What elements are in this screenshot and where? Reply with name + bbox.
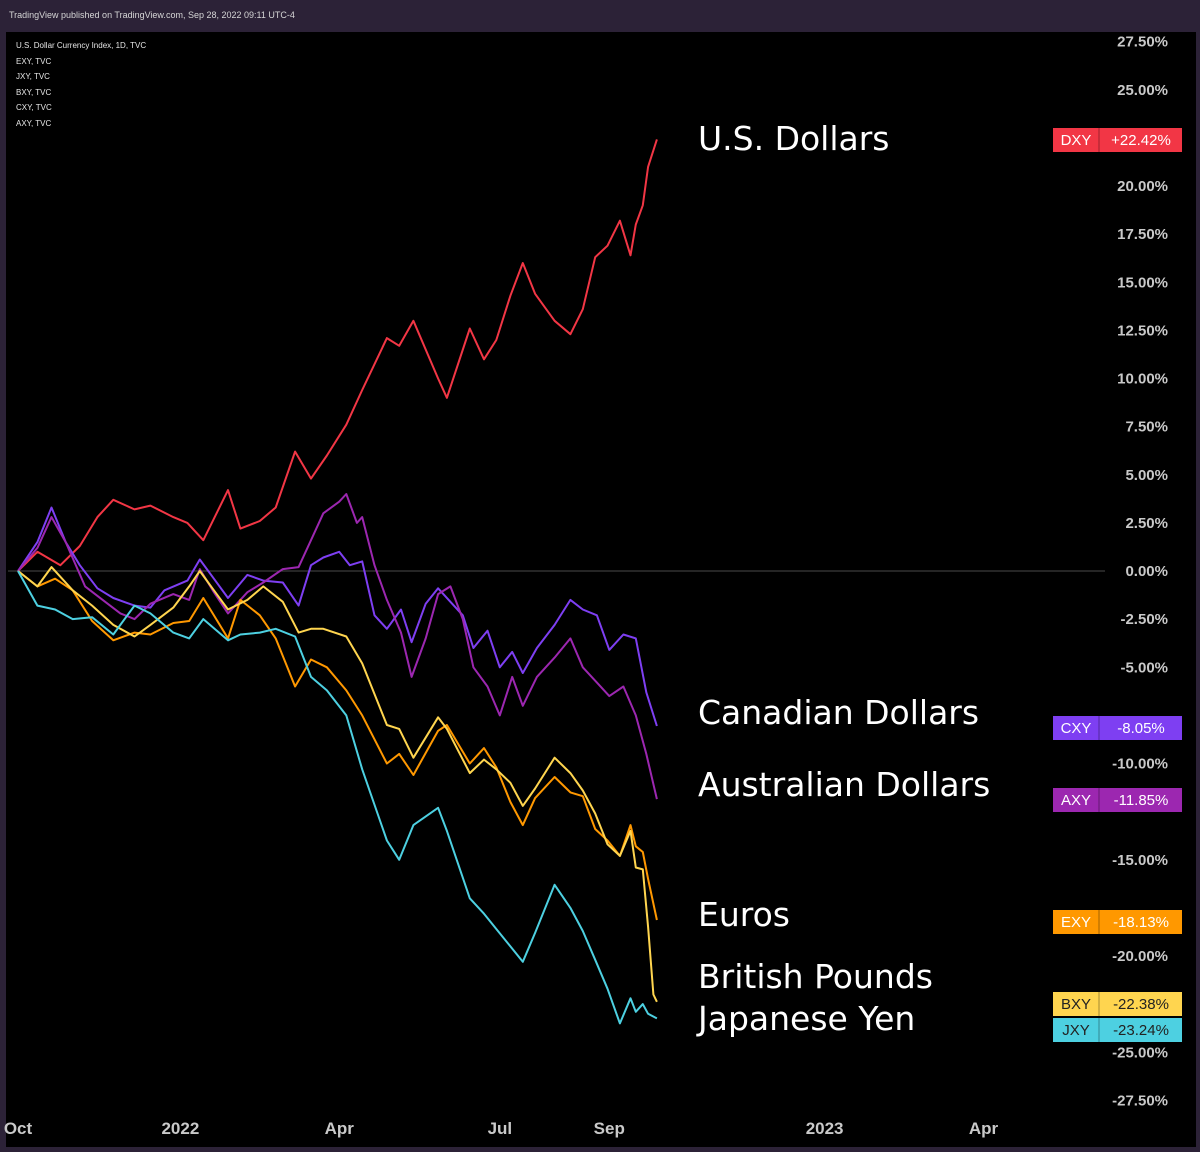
- value-tag-symbol: EXY: [1061, 914, 1091, 931]
- value-tag-value: -22.38%: [1113, 996, 1169, 1013]
- value-tag-value: -11.85%: [1114, 792, 1169, 809]
- y-tick-label: 12.50%: [1117, 322, 1168, 339]
- series-line-dxy[interactable]: [17, 139, 658, 572]
- legend-item[interactable]: U.S. Dollar Currency Index, 1D, TVC: [16, 41, 147, 50]
- series-annotation-axy: Australian Dollars: [698, 765, 990, 804]
- legend-item[interactable]: AXY, TVC: [16, 118, 52, 128]
- value-tag-value: -8.05%: [1117, 720, 1165, 737]
- chart-panel[interactable]: [6, 32, 1196, 1147]
- series-lines: [17, 139, 658, 1025]
- value-tag-bxy: BXY -22.38%: [1053, 992, 1182, 1016]
- x-tick-label: Jul: [488, 1119, 513, 1138]
- series-annotation-jxy: Japanese Yen: [696, 999, 915, 1038]
- legend-item[interactable]: BXY, TVC: [16, 87, 52, 97]
- value-tag-bg: [1053, 716, 1182, 740]
- value-tag-bg: [1053, 1018, 1182, 1042]
- value-tag-bg: [1053, 128, 1182, 152]
- y-tick-label: 0.00%: [1125, 563, 1168, 580]
- value-tag-value: -18.13%: [1113, 914, 1169, 931]
- value-tag-value: +22.42%: [1111, 132, 1171, 149]
- legend-item[interactable]: JXY, TVC: [16, 72, 50, 81]
- y-tick-label: -10.00%: [1112, 756, 1168, 773]
- y-tick-label: 7.50%: [1125, 419, 1168, 436]
- publish-info: TradingView published on TradingView.com…: [9, 10, 295, 20]
- y-tick-label: 20.00%: [1117, 178, 1168, 195]
- series-annotation-dxy: U.S. Dollars: [698, 119, 890, 158]
- x-tick-label: Apr: [969, 1119, 999, 1138]
- series-annotation-cxy: Canadian Dollars: [698, 693, 979, 732]
- series-annotation-exy: Euros: [698, 895, 790, 934]
- x-tick-label: Sep: [594, 1119, 625, 1138]
- value-tag-bg: [1053, 788, 1182, 812]
- y-tick-label: 27.50%: [1117, 34, 1168, 51]
- legend-item[interactable]: EXY, TVC: [16, 56, 52, 66]
- series-line-axy[interactable]: [17, 493, 658, 800]
- y-tick-label: -25.00%: [1112, 1044, 1168, 1061]
- value-tag-symbol: DXY: [1061, 132, 1092, 149]
- y-tick-label: -20.00%: [1112, 948, 1168, 965]
- legend-item[interactable]: CXY, TVC: [16, 103, 52, 112]
- y-tick-label: 15.00%: [1117, 274, 1168, 291]
- x-axis: Oct 2022 Apr Jul Sep 2023 Apr: [4, 1119, 999, 1138]
- value-tag-exy: EXY -18.13%: [1053, 910, 1182, 934]
- y-tick-label: 2.50%: [1125, 515, 1168, 532]
- series-legend: U.S. Dollar Currency Index, 1D, TVC EXY,…: [16, 38, 146, 131]
- series-line-exy[interactable]: [17, 570, 658, 921]
- y-tick-label: 5.00%: [1125, 467, 1168, 484]
- series-line-cxy[interactable]: [17, 506, 658, 727]
- value-tag-cxy: CXY -8.05%: [1053, 716, 1182, 740]
- value-tag-axy: AXY -11.85%: [1053, 788, 1182, 812]
- x-tick-label: 2023: [806, 1119, 844, 1138]
- series-line-jxy[interactable]: [17, 570, 658, 1025]
- y-tick-label: -2.50%: [1120, 611, 1168, 628]
- x-tick-label: 2022: [161, 1119, 199, 1138]
- x-tick-label: Oct: [4, 1119, 33, 1138]
- value-tag-bg: [1053, 992, 1182, 1016]
- value-tag-symbol: BXY: [1061, 996, 1091, 1013]
- y-tick-label: 25.00%: [1117, 82, 1168, 99]
- value-tag-bg: [1053, 910, 1182, 934]
- value-tag-symbol: CXY: [1061, 720, 1092, 737]
- series-annotations: DXY +22.42% U.S. Dollars CXY -8.05% Canadian …: [696, 119, 1182, 1042]
- series-line-bxy[interactable]: [17, 566, 658, 1003]
- value-tag-symbol: AXY: [1061, 792, 1091, 809]
- value-tag-dxy: DXY +22.42%: [1053, 128, 1182, 152]
- y-tick-label: -5.00%: [1120, 659, 1168, 676]
- series-annotation-bxy: British Pounds: [698, 957, 933, 996]
- value-tag-value: -23.24%: [1113, 1022, 1169, 1039]
- y-tick-label: 17.50%: [1117, 226, 1168, 243]
- publish-bar: TradingView published on TradingView.com…: [0, 0, 1200, 32]
- y-tick-label: -27.50%: [1112, 1092, 1168, 1109]
- y-axis: 27.50% 25.00% 20.00% 17.50% 15.00% 12.50% 10.0…: [1112, 34, 1168, 1110]
- x-tick-label: Apr: [325, 1119, 355, 1138]
- y-tick-label: -15.00%: [1112, 852, 1168, 869]
- value-tag-symbol: JXY: [1062, 1022, 1090, 1039]
- value-tag-jxy: JXY -23.24%: [1053, 1018, 1182, 1042]
- y-tick-label: 10.00%: [1117, 371, 1168, 388]
